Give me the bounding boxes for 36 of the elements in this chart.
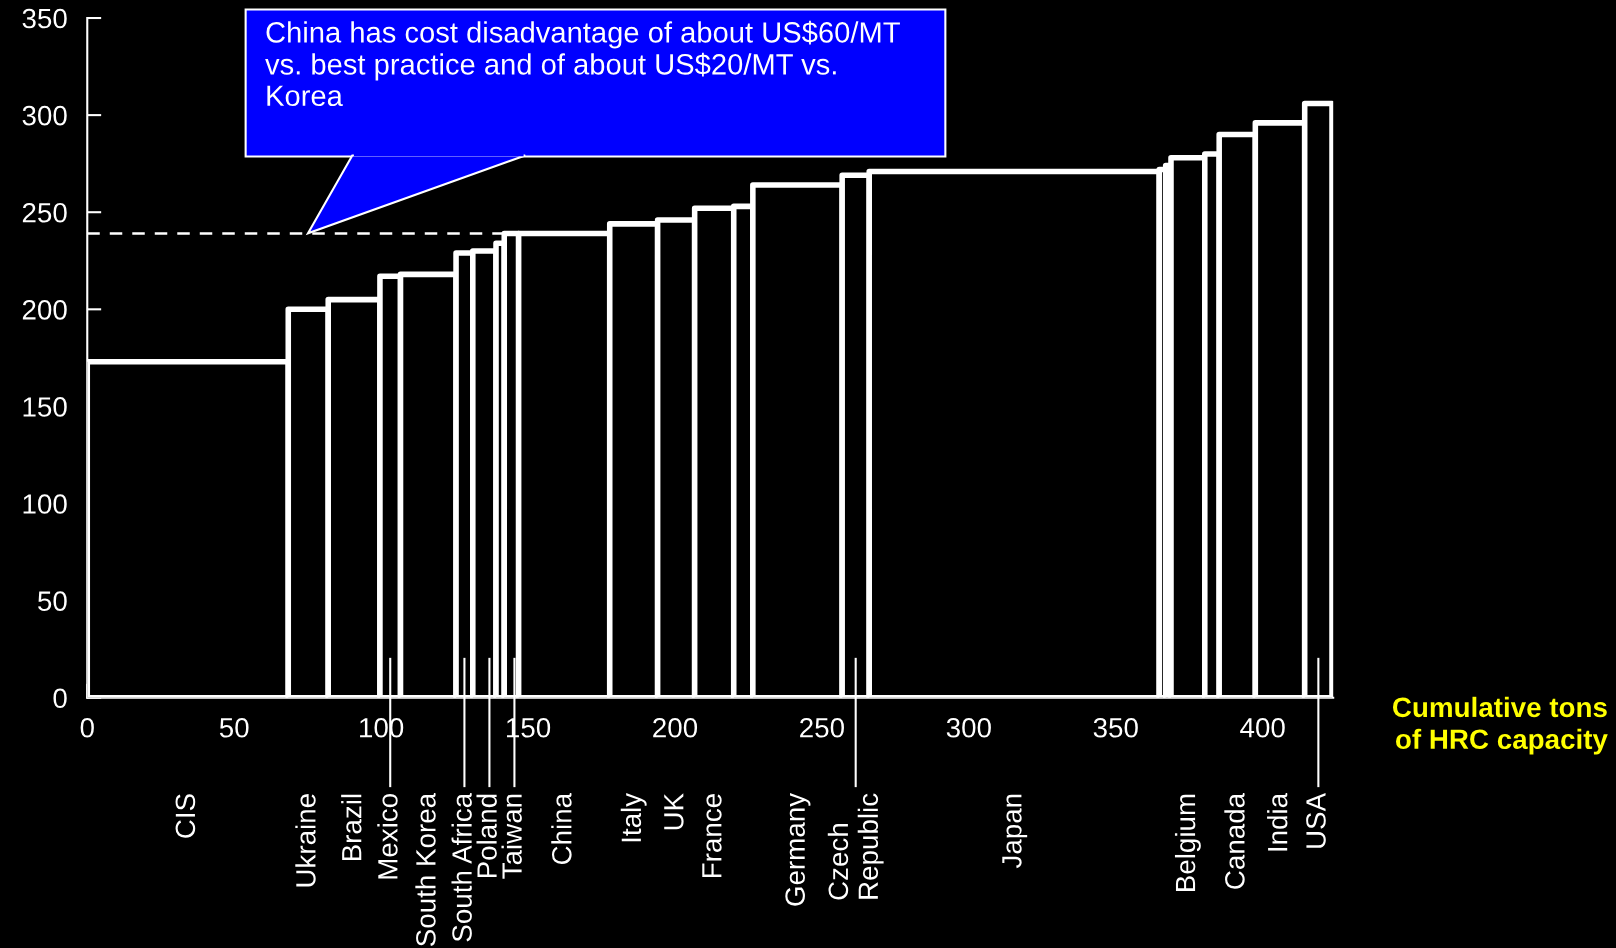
y-tick-label: 200 xyxy=(22,299,67,320)
x-tick-label: 0 xyxy=(80,717,94,738)
category-label: Italy xyxy=(620,792,647,842)
category-label: China xyxy=(551,792,572,865)
x-tick-label: 350 xyxy=(1093,717,1138,738)
category-label: South Korea xyxy=(415,792,436,947)
y-tick-label: 250 xyxy=(22,202,67,223)
category-label: Belgium xyxy=(1174,794,1201,891)
category-label: France xyxy=(702,794,722,878)
category-label: CIS xyxy=(175,794,196,838)
category-label: Canada xyxy=(1224,792,1245,889)
category-label: Brazil xyxy=(341,794,362,861)
y-tick-label: 0 xyxy=(53,688,67,709)
category-label: South Africa xyxy=(451,792,472,942)
category-label: Japan xyxy=(1002,794,1028,869)
x-tick-label: 300 xyxy=(946,717,991,738)
x-axis-title: Cumulative tons of HRC capacity xyxy=(1393,696,1608,755)
category-label: USA xyxy=(1306,792,1326,848)
category-label: Taiwan xyxy=(501,794,522,879)
category-label: Ukraine xyxy=(295,794,316,887)
y-tick-label: 150 xyxy=(23,397,67,417)
y-tick-label: 50 xyxy=(38,591,67,611)
category-label: UK xyxy=(664,793,684,830)
x-tick-label: 200 xyxy=(653,717,698,738)
category-label: Czech Republic xyxy=(827,793,884,900)
category-label: Mexico xyxy=(377,794,398,879)
y-tick-label: 100 xyxy=(23,494,67,514)
category-label: Germany xyxy=(785,792,811,906)
category-label: India xyxy=(1267,792,1288,851)
y-tick-label: 350 xyxy=(22,8,67,29)
x-tick-label: 250 xyxy=(800,717,844,738)
y-tick-label: 300 xyxy=(22,105,67,126)
annotation: China has cost disadvantage of about US$60/MT vs. best practice and of about US$20/MT vs. Korea xyxy=(265,20,900,107)
x-tick-label: 50 xyxy=(219,717,249,738)
category-label: Poland xyxy=(476,794,497,878)
x-tick-label: 400 xyxy=(1240,717,1285,738)
